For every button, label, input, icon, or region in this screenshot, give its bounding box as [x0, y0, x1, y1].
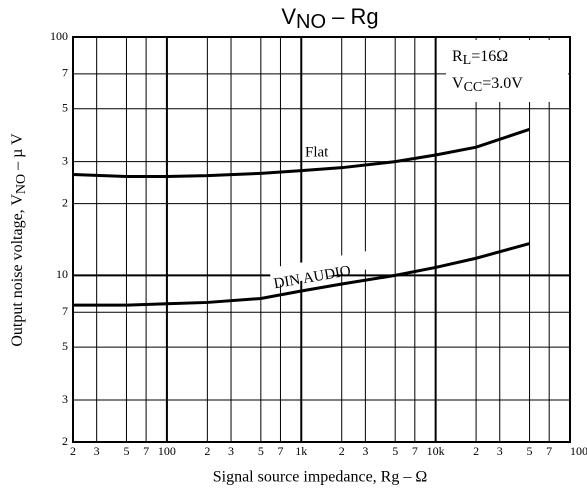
x-tick-label: 2 [339, 444, 345, 458]
x-tick-label: 5 [527, 444, 533, 458]
title-part: V [281, 4, 296, 29]
series-line [73, 242, 530, 307]
y-tick-label: 2 [62, 434, 68, 448]
annotation-box [446, 40, 568, 102]
x-tick-label: 100k [570, 444, 587, 458]
x-tick-label: 2 [204, 444, 210, 458]
x-tick-label: 1k [295, 444, 307, 458]
y-tick-label: 5 [62, 101, 68, 115]
annotation-part: V [452, 75, 464, 92]
label-bg [269, 247, 391, 286]
y-tick-label: 7 [62, 66, 68, 80]
x-axis-label: Signal source impedance, Rg – Ω [213, 469, 428, 486]
x-tick-label: 100 [158, 444, 176, 458]
y-tick-label: 7 [62, 304, 68, 318]
annotation-part: =3.0V [482, 75, 523, 92]
x-tick-label: 10k [427, 444, 445, 458]
x-tick-label: 2 [473, 444, 479, 458]
y-axis-label: Output noise voltage, VNO – µ V [9, 133, 30, 347]
x-tick-label: 3 [362, 444, 368, 458]
x-tick-label: 5 [123, 444, 129, 458]
series-line [72, 127, 531, 178]
x-tick-label: 3 [497, 444, 503, 458]
title-part: – Rg [326, 4, 379, 29]
y-label-part: – µ V [9, 133, 26, 174]
y-label-part: Output noise voltage, V [9, 194, 26, 347]
y-tick-label: 3 [62, 392, 68, 406]
y-tick-label: 2 [62, 195, 68, 209]
x-tick-label: 3 [228, 444, 234, 458]
x-tick-label: 7 [277, 444, 283, 458]
y-tick-label: 10 [56, 267, 68, 281]
label-bg [303, 143, 341, 161]
series-label: Flat [305, 144, 329, 160]
annotation: RL=16Ω [452, 48, 508, 69]
annotation-part: R [452, 48, 463, 65]
y-tick-label: 100 [50, 29, 68, 43]
y-tick-label: 5 [62, 339, 68, 353]
y-tick-label: 3 [62, 153, 68, 167]
title-sub: NO [296, 11, 326, 33]
annotation-sub: L [463, 53, 472, 68]
x-tick-label: 7 [546, 444, 552, 458]
x-tick-label: 7 [412, 444, 418, 458]
plot-frame [72, 36, 571, 443]
x-tick-label: 5 [258, 444, 264, 458]
y-label-sub: NO [14, 174, 29, 194]
annotation-sub: CC [464, 80, 483, 95]
x-tick-label: 3 [94, 444, 100, 458]
x-tick-label: 2 [70, 444, 76, 458]
x-tick-label: 5 [392, 444, 398, 458]
x-tick-label: 7 [143, 444, 149, 458]
chart-title: VNO – Rg [281, 4, 378, 33]
annotation: VCC=3.0V [452, 75, 523, 96]
annotation-part: =16Ω [471, 48, 508, 65]
